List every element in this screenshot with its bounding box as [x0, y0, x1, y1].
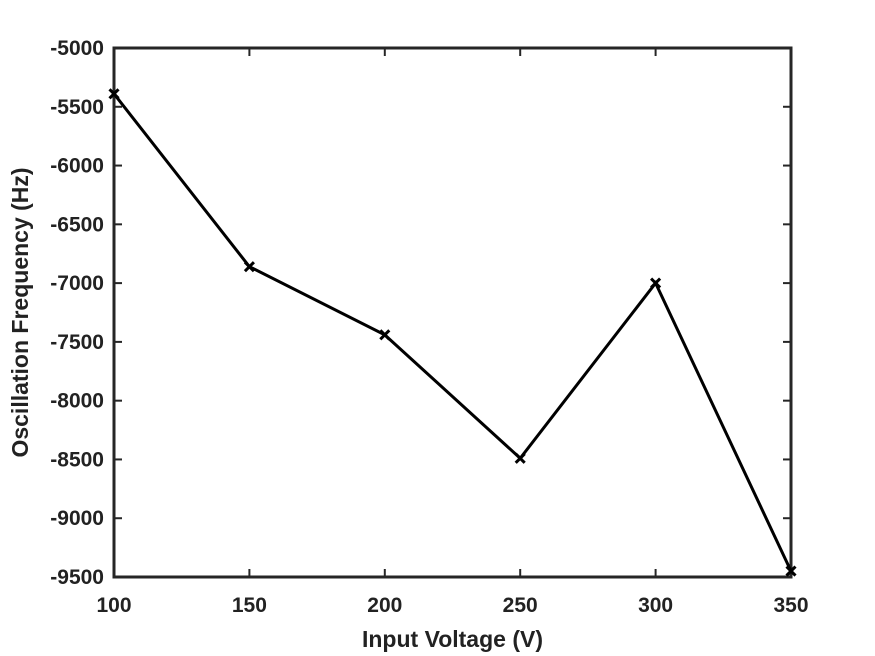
series-line: [112, 92, 793, 572]
marker-stroke: [514, 452, 526, 464]
axis-ticks: 100 150 200 250 300 350 -5000 -5500 -6000 -6500 -7…: [50, 37, 808, 617]
y-tick-label: -5500: [50, 96, 104, 119]
plot-area: [112, 46, 793, 579]
data-point: [379, 329, 391, 341]
y-tick-label: -6500: [50, 213, 104, 236]
data-point: [650, 277, 662, 289]
data-point: [785, 565, 797, 577]
data-point: [243, 261, 255, 273]
y-tick-label: -8500: [50, 448, 104, 471]
x-tick-label: 250: [503, 594, 538, 617]
x-tick-label: 150: [232, 594, 267, 617]
marker-stroke: [108, 88, 120, 100]
marker-stroke: [243, 261, 255, 273]
y-tick-label: -6000: [50, 155, 104, 178]
y-tick-label: -7000: [50, 272, 104, 295]
x-tick-label: 300: [638, 594, 673, 617]
y-tick-label: -7500: [50, 331, 104, 354]
x-tick-label: 350: [773, 594, 808, 617]
plot-frame: [112, 46, 793, 579]
marker-stroke: [650, 277, 662, 289]
y-tick-label: -5000: [50, 37, 104, 60]
x-tick-label: 200: [367, 594, 402, 617]
data-point: [514, 452, 526, 464]
y-axis-label: Oscillation Frequency (Hz): [7, 167, 33, 457]
y-tick-label: -8000: [50, 390, 104, 413]
marker-stroke: [785, 565, 797, 577]
x-axis-label: Input Voltage (V): [362, 626, 543, 652]
y-tick-label: -9000: [50, 507, 104, 530]
x-tick-label: 100: [96, 594, 131, 617]
y-tick-label: -9500: [50, 566, 104, 589]
data-point: [108, 88, 120, 100]
series-layer: [108, 88, 797, 577]
marker-stroke: [379, 329, 391, 341]
